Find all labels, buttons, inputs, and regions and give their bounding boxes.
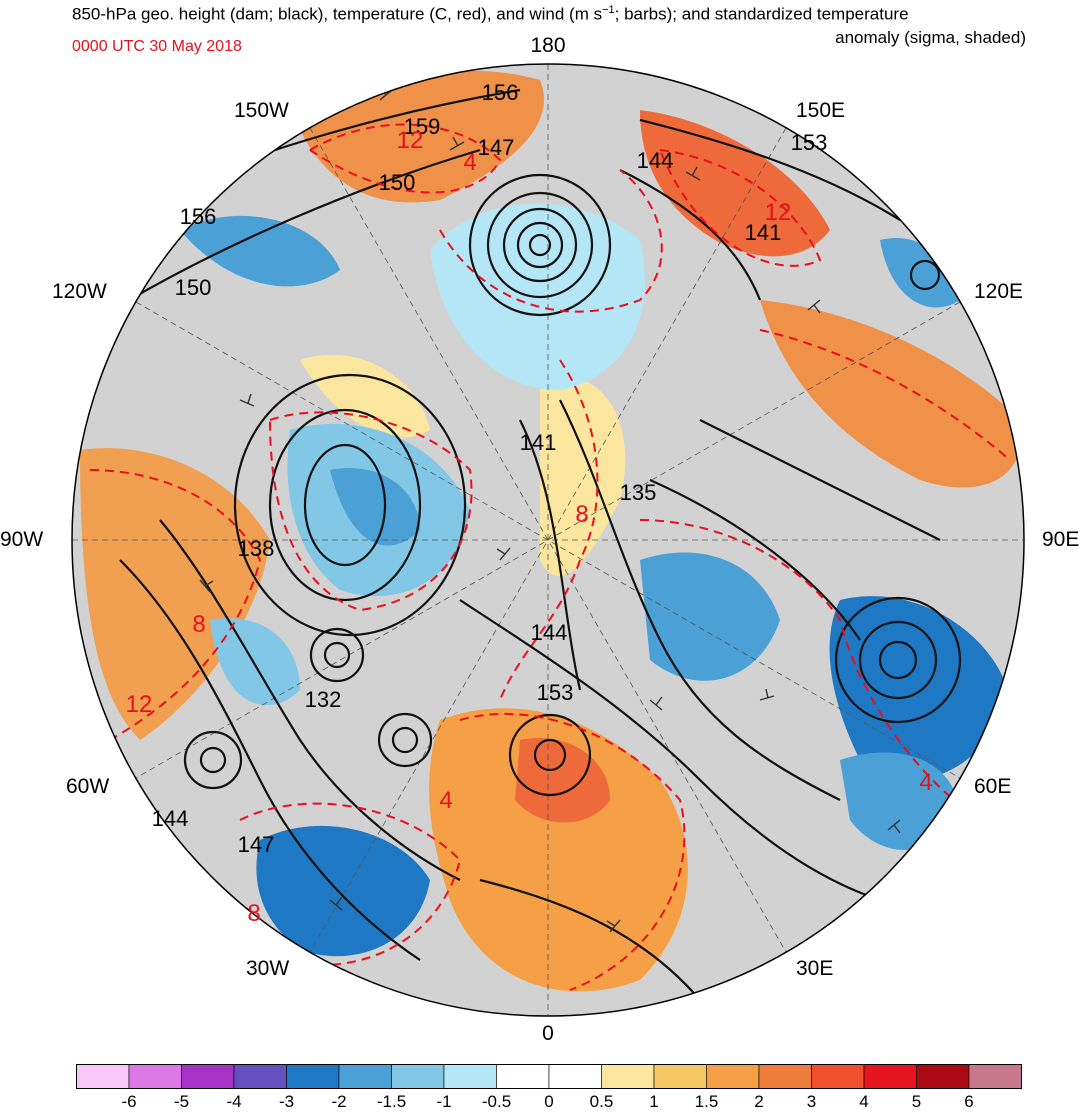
lon-label-30w: 30W: [246, 957, 289, 980]
colorbar-cell: [863, 1064, 917, 1089]
height-label: 132: [305, 687, 342, 712]
lon-label-60e: 60E: [974, 775, 1011, 798]
height-label: 153: [791, 130, 828, 155]
colorbar-label: 3: [806, 1092, 817, 1111]
height-label: 135: [620, 480, 657, 505]
colorbar-label: 2: [754, 1092, 764, 1111]
height-label: 144: [637, 148, 674, 173]
colorbar-cell: [653, 1064, 707, 1089]
colorbar-cell: [338, 1064, 392, 1089]
temp-label: 12: [765, 199, 792, 226]
height-label: 141: [520, 430, 557, 455]
colorbar-label: 6: [964, 1092, 974, 1111]
colorbar-cell: [601, 1064, 655, 1089]
title-line-1: 850-hPa geo. height (dam; black), temper…: [72, 4, 909, 24]
colorbar-label: 1: [649, 1092, 659, 1111]
colorbar-cell: [128, 1064, 182, 1089]
lon-label-150e: 150E: [796, 99, 845, 122]
colorbar-cell: [706, 1064, 760, 1089]
colorbar-label: -1: [436, 1092, 452, 1111]
colorbar-cell: [76, 1064, 130, 1089]
timestamp: 0000 UTC 30 May 2018: [72, 38, 242, 55]
lon-label-30e: 30E: [796, 957, 833, 980]
colorbar-cell: [233, 1064, 287, 1089]
height-label: 144: [531, 620, 568, 645]
colorbar: [76, 1064, 1022, 1089]
colorbar-label: 0.5: [589, 1092, 614, 1111]
colorbar-label: -5: [173, 1092, 190, 1111]
height-label: 150: [175, 275, 212, 300]
colorbar-label: 5: [911, 1092, 922, 1111]
figure-title: 850-hPa geo. height (dam; black), temper…: [0, 0, 1088, 60]
colorbar-cell: [968, 1064, 1022, 1089]
temperature-labels: 12 4 12 8 8 12 4 4 8: [126, 127, 933, 927]
colorbar-label: 0: [544, 1092, 554, 1111]
colorbar-label: -0.5: [481, 1092, 512, 1111]
temp-label: 8: [247, 900, 260, 927]
graticule: [72, 64, 1024, 1016]
height-label: 147: [238, 832, 275, 857]
map-boundary: [71, 63, 1025, 1017]
height-label: 153: [537, 680, 574, 705]
lon-label-60w: 60W: [66, 775, 109, 798]
lon-label-150w: 150W: [234, 99, 289, 122]
colorbar-label: -6: [121, 1092, 137, 1111]
colorbar-label: 4: [859, 1092, 869, 1111]
height-contours: [79, 88, 962, 1001]
title-line-2: anomaly (sigma, shaded): [835, 28, 1026, 47]
colorbar-cell: [391, 1064, 445, 1089]
height-label: 150: [379, 170, 416, 195]
wind-barbs: [199, 86, 901, 933]
colorbar-cell: [548, 1064, 602, 1089]
height-label: 144: [152, 806, 189, 831]
colorbar-label: 1.5: [694, 1092, 719, 1111]
height-label: 156: [482, 80, 519, 105]
lon-label-180: 180: [530, 34, 565, 57]
lon-label-120w: 120W: [52, 280, 107, 303]
temp-label: 4: [439, 787, 452, 814]
lon-label-90w: 90W: [0, 528, 43, 551]
lon-label-0: 0: [542, 1022, 554, 1045]
height-label: 147: [478, 135, 515, 160]
temp-label: 4: [919, 769, 932, 796]
height-label: 141: [745, 220, 782, 245]
lon-label-90e: 90E: [1042, 528, 1079, 551]
height-label: 159: [404, 114, 441, 139]
temp-label: 8: [192, 611, 205, 638]
temp-label: 12: [126, 691, 153, 718]
temperature-contours: [89, 123, 1011, 991]
height-label: 156: [180, 204, 217, 229]
lon-label-120e: 120E: [974, 280, 1023, 303]
longitude-labels: 180 150E 120E 90E 60E 30E 0 30W 60W 90W …: [0, 34, 1079, 1045]
colorbar-label: -2: [331, 1092, 347, 1111]
temp-label: 4: [463, 149, 476, 176]
temp-label: 8: [575, 501, 588, 528]
colorbar-label: -3: [278, 1092, 295, 1111]
colorbar-cell: [496, 1064, 550, 1089]
colorbar-cell: [286, 1064, 340, 1089]
temp-label: 12: [397, 127, 424, 154]
colorbar-label: -1.5: [376, 1092, 407, 1111]
height-label: 138: [238, 536, 275, 561]
height-labels: 156 159 147 144 153 150 156 150 141 141 …: [152, 80, 828, 857]
colorbar-cell: [443, 1064, 497, 1089]
colorbar-cell: [811, 1064, 865, 1089]
colorbar-cell: [181, 1064, 235, 1089]
colorbar-cell: [758, 1064, 812, 1089]
colorbar-cell: [916, 1064, 970, 1089]
colorbar-label: -4: [226, 1092, 242, 1111]
